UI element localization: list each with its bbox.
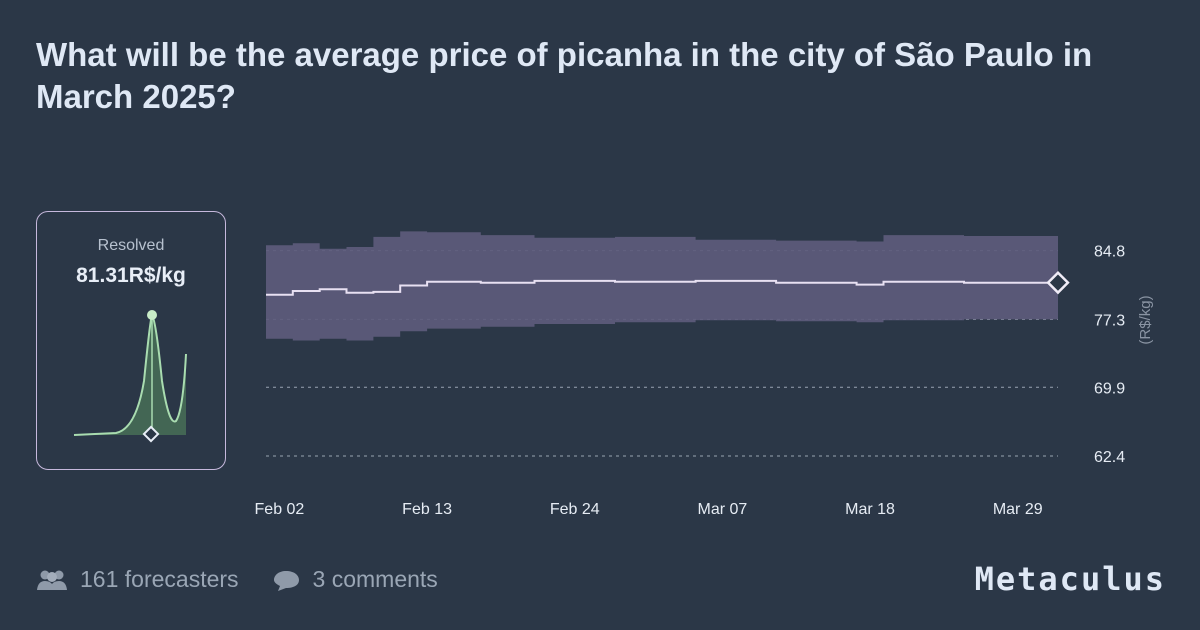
resolution-marker: [142, 425, 159, 442]
title: What will be the average price of picanh…: [36, 36, 1093, 115]
brand: Metaculus: [974, 560, 1166, 598]
x-tick-label: Feb 24: [550, 501, 600, 518]
distribution-curve: [73, 312, 187, 436]
y-tick-label: 77.3: [1094, 312, 1125, 329]
distribution: [73, 309, 187, 442]
resolution-marker: [1046, 270, 1070, 295]
resolution-label: Resolved: [97, 237, 165, 254]
y-tick-label: 62.4: [1094, 449, 1125, 466]
x-tick-label: Mar 07: [698, 501, 748, 518]
comment-icon: [273, 570, 299, 591]
x-tick-label: Mar 18: [845, 501, 895, 518]
users-icon: [37, 570, 67, 590]
x-tick-label: Mar 29: [993, 501, 1043, 518]
resolution-value: 81.31R$/kg: [37, 264, 225, 288]
x-tick-label: Feb 02: [255, 501, 305, 518]
comments: 3 comments: [312, 566, 438, 592]
distribution-area: [73, 314, 186, 435]
y-tick-label: 84.8: [1094, 244, 1125, 261]
footer: 161 forecasters 3 comments: [36, 566, 438, 593]
interval-band: [266, 231, 1058, 341]
forecasters: 161 forecasters: [80, 566, 239, 592]
x-tick-label: Feb 13: [402, 501, 452, 518]
y-axis-label: (R$/kg): [1137, 295, 1154, 344]
unit: R$/kg: [128, 264, 186, 287]
median-line: [266, 279, 1058, 296]
y-tick-label: 69.9: [1094, 380, 1125, 397]
median-dot: [146, 309, 157, 320]
resolution-card: Resolved 81.31R$/kg: [36, 211, 226, 470]
value: 81.31: [76, 264, 129, 287]
